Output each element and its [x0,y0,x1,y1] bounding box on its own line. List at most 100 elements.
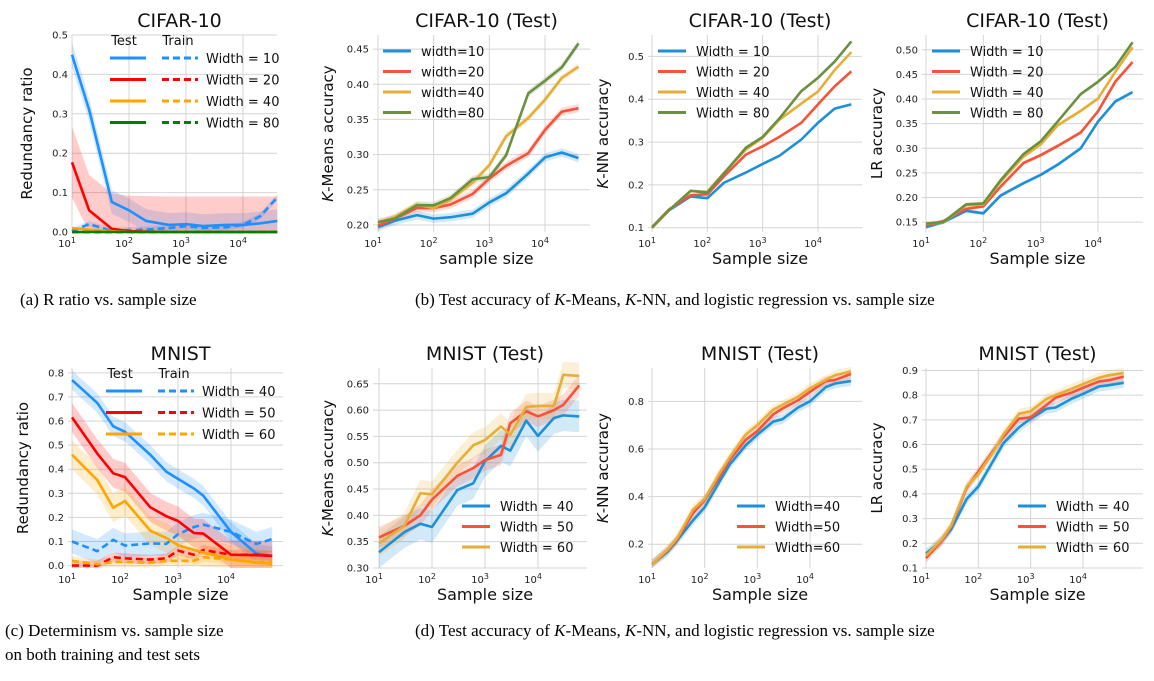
x-axis-label: Sample size [989,585,1085,604]
y-tick-label: 0.45 [896,70,918,81]
legend-label: Width = 40 [206,95,279,110]
x-tick-label: 102 [111,572,129,586]
y-tick-label: 0.4 [52,70,68,81]
x-tick-label: 103 [172,236,190,250]
x-tick-label: 101 [638,236,656,250]
x-axis-label: Sample size [712,249,808,268]
confidence-band [72,512,273,564]
legend-label: Width = 10 [206,52,279,67]
x-tick-label: 102 [969,236,987,250]
chart-title: MNIST (Test) [701,343,819,365]
legend-label: Width=50 [775,521,840,536]
caption-b: (b) Test accuracy of K-Means, K-NN, and … [415,290,935,309]
confidence-band [72,370,273,566]
legend-label: Width = 40 [696,86,769,101]
x-tick-label: 102 [418,572,436,586]
legend: Width = 10 Width = 20 Width = 40 Width = 80 [932,45,1043,122]
x-axis-label: Sample size [132,585,228,604]
x-tick-label: 104 [229,236,247,250]
legend-label: Width = 40 [202,385,275,400]
confidence-band [72,126,278,232]
x-tick-label: 104 [796,572,814,586]
chart-title: CIFAR-10 [137,10,222,32]
x-tick-label: 104 [804,236,822,250]
x-axis-label: Sample size [989,249,1085,268]
legend-label: Width = 20 [970,66,1043,81]
y-tick-label: 0.65 [347,379,369,390]
legend-label: Width = 20 [206,74,279,89]
caption-a: (a) R ratio vs. sample size [20,290,197,309]
y-tick-label: 0.8 [48,368,64,379]
y-tick-label: 0.2 [628,540,644,551]
y-tick-label: 0.35 [347,537,369,548]
y-tick-label: 0.2 [48,513,64,524]
y-tick-label: 0.3 [628,138,644,149]
y-tick-label: 0.25 [896,168,918,179]
chart-cifar_lr: 0.15 0.20 0.25 0.30 0.35 0.40 0.45 0.50 101 102 10… [868,10,1143,268]
y-tick-label: 0.7 [48,392,64,403]
confidence-band [652,376,851,568]
chart-title: MNIST [151,343,211,365]
legend-label: width=10 [421,45,484,60]
y-tick-label: 0.1 [52,188,68,199]
y-tick-label: 0.2 [52,149,68,160]
legend-label: Width = 40 [500,500,573,515]
y-tick-label: 0.50 [347,458,369,469]
y-axis-label: K-Means accuracy [319,65,337,202]
legend: Test Train Width = 40 Width = 50 Width = 60 [106,367,275,443]
chart-mnist_knn: 0.2 0.4 0.6 0.8 101 102 103 104 MNIST (Test) Samp… [594,343,862,604]
x-tick-label: 102 [691,572,709,586]
legend-label: Width = 50 [1056,521,1129,536]
x-tick-label: 102 [420,236,438,250]
series-line-width-20 [377,106,579,227]
y-axis-label: K-NN accuracy [594,78,612,188]
series-line-width-10 [651,103,852,229]
x-tick-label: 101 [912,236,930,250]
y-axis-label: K-Means accuracy [319,400,337,537]
x-tick-label: 104 [531,236,549,250]
series-line-width-50-train [72,548,273,567]
y-tick-label: 0.4 [902,489,918,500]
legend-label: Width = 10 [970,45,1043,60]
legend-label: Width = 40 [1056,500,1129,515]
x-tick-label: 103 [471,572,489,586]
y-tick-label: 0.20 [896,193,918,204]
y-tick-label: 0.40 [896,95,918,106]
legend-label: Width = 60 [1056,541,1129,556]
x-tick-label: 104 [524,572,542,586]
confidence-band [72,42,278,232]
y-tick-label: 0.20 [347,220,369,231]
chart-cifar_kmeans: 0.20 0.25 0.30 0.35 0.40 0.45 101 102 103 104 CIFA… [319,10,590,268]
y-tick-label: 0.35 [896,119,918,130]
chart-cifar_knn: 0.1 0.2 0.3 0.4 0.5 101 102 103 104 CIFAR-10 (Tes… [594,10,862,268]
y-tick-label: 0.5 [52,31,68,42]
series-line-width-60 [925,371,1124,557]
series-line-width-40 [925,381,1124,555]
y-tick-label: 0.1 [628,223,644,234]
y-tick-label: 0.1 [48,537,64,548]
x-tick-label: 103 [475,236,493,250]
legend: Width = 40 Width = 50 Width = 60 [462,500,573,556]
legend-header-test: Test [110,34,137,49]
legend-label: width=80 [421,107,484,122]
y-tick-label: 0.40 [347,80,369,91]
caption-c-line1: (c) Determinism vs. sample size [5,621,224,640]
confidence-band [378,148,579,232]
legend-label: Width = 60 [500,541,573,556]
series-line-width-60 [378,373,580,545]
series-line-width-40-train [71,523,273,553]
series-line-width-80 [651,40,853,229]
confidence-band [379,361,580,557]
x-tick-label: 102 [964,572,982,586]
x-tick-label: 101 [912,572,930,586]
x-tick-label: 102 [115,236,133,250]
chart-mnist_kmeans: 0.30 0.35 0.40 0.45 0.50 0.55 0.60 0.65 101 102 10… [319,343,587,604]
series-line-width-10 [377,151,579,229]
legend-header-test: Test [106,367,133,382]
confidence-band [652,103,852,229]
series-line-width-10 [925,90,1134,229]
y-tick-label: 0.5 [48,441,64,452]
y-tick-label: 0.15 [896,218,918,229]
y-tick-label: 0.60 [347,406,369,417]
